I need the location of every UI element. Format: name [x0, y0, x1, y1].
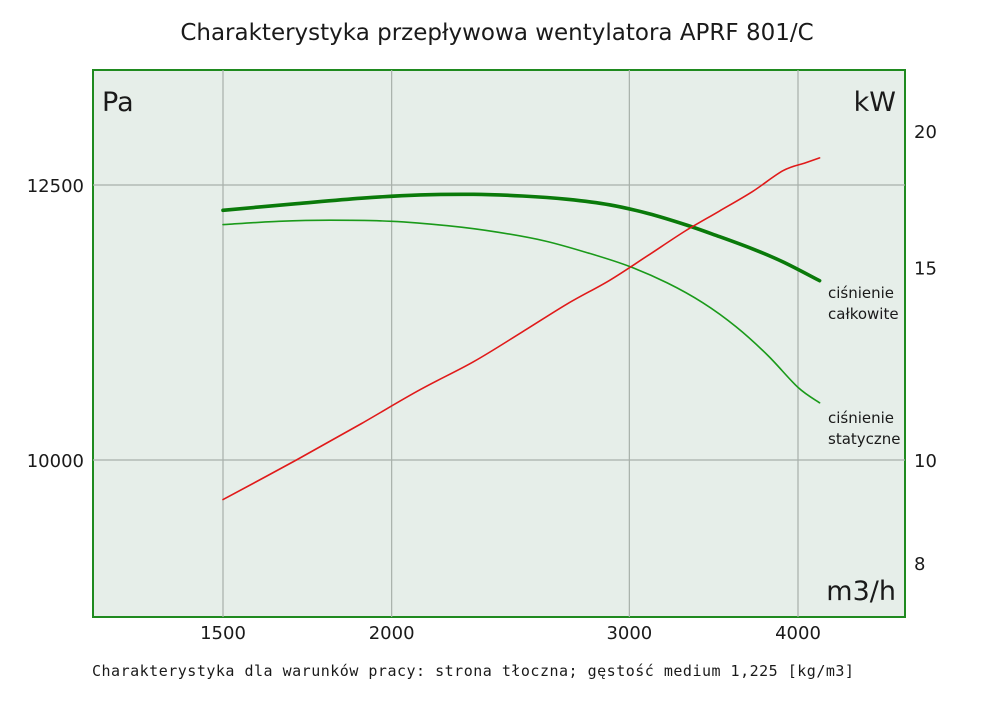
series-group	[221, 157, 822, 501]
y-right-tick-label-8: 8	[914, 554, 925, 575]
plot-area	[92, 69, 906, 618]
y-right-tick-label-15: 15	[914, 259, 937, 280]
label-total-pressure-line1: ciśnienie	[828, 284, 894, 302]
label-total-pressure-line2: całkowite	[828, 305, 899, 323]
x-tick-label-3000: 3000	[606, 623, 652, 644]
y-right-tick-label-20: 20	[914, 122, 937, 143]
label-static-pressure-line2: statyczne	[828, 430, 901, 448]
series-total-pressure-line	[221, 192, 822, 283]
x-tick-label-4000: 4000	[775, 623, 821, 644]
x-tick-label-1500: 1500	[200, 623, 246, 644]
y-left-tick-label-12500: 12500	[27, 176, 84, 197]
footnote: Charakterystyka dla warunków pracy: stro…	[92, 662, 854, 680]
x-unit-label: m3/h	[826, 576, 896, 607]
grid	[93, 70, 905, 617]
y-right-tick-label-10: 10	[914, 451, 937, 472]
label-static-pressure-line1: ciśnienie	[828, 409, 894, 427]
series-power-line	[222, 157, 821, 501]
y-right-unit-label: kW	[854, 87, 896, 118]
tick-labels: 1500 2000 3000 4000 10000 12500 8 10 15 20	[27, 122, 937, 644]
chart-title: Charakterystyka przepływowa wentylatora …	[180, 20, 813, 46]
x-tick-label-2000: 2000	[369, 623, 415, 644]
y-left-tick-label-10000: 10000	[27, 451, 84, 472]
series-static-pressure-line	[222, 219, 821, 404]
y-left-unit-label: Pa	[102, 87, 134, 118]
